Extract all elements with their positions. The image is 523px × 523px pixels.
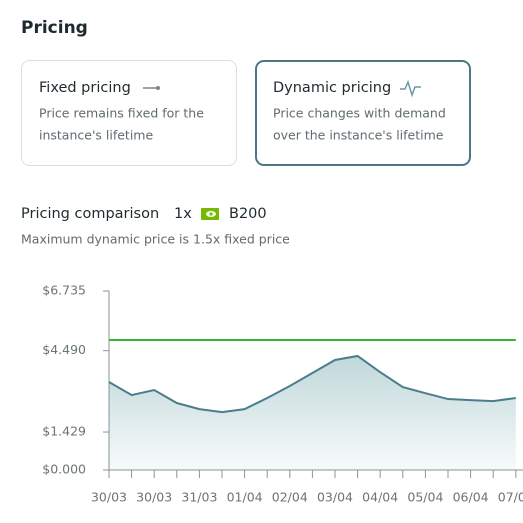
arrow-icon <box>143 86 160 90</box>
y-tick-label: $4.490 <box>42 342 86 357</box>
y-tick-label: $1.429 <box>42 424 86 439</box>
x-tick-label: 03/04 <box>317 490 353 505</box>
nvidia-icon <box>201 208 219 220</box>
option-desc: over the instance's lifetime <box>273 128 444 143</box>
x-tick-label: 30/03 <box>136 490 172 505</box>
y-tick-label: $0.000 <box>42 462 86 477</box>
gpu-count: 1x <box>174 206 192 222</box>
fixed-card[interactable] <box>21 60 237 166</box>
option-desc: Price changes with demand <box>273 106 446 121</box>
x-tick-label: 04/04 <box>362 490 398 505</box>
area-fill <box>109 355 516 470</box>
x-tick-label: 06/04 <box>453 490 489 505</box>
x-tick-label: 02/04 <box>272 490 308 505</box>
x-tick-label: 05/04 <box>407 490 443 505</box>
pulse-icon <box>400 79 421 98</box>
option-desc: Price remains fixed for the <box>39 106 204 121</box>
option-title: Fixed pricing <box>39 80 131 96</box>
option-title: Dynamic pricing <box>273 80 391 96</box>
price-line <box>108 354 516 414</box>
section-title: Pricing <box>21 18 88 38</box>
gpu-name: B200 <box>229 206 267 222</box>
x-tick-label: 07/04 <box>498 490 523 505</box>
comparison-title: Pricing comparison <box>21 206 159 222</box>
comparison-note: Maximum dynamic price is 1.5x fixed pric… <box>21 232 290 247</box>
option-desc: instance's lifetime <box>39 128 153 143</box>
x-tick-label: 31/03 <box>181 490 217 505</box>
y-tick-label: $6.735 <box>42 283 86 298</box>
x-tick-label: 30/03 <box>91 490 127 505</box>
x-tick-label: 01/04 <box>227 490 263 505</box>
